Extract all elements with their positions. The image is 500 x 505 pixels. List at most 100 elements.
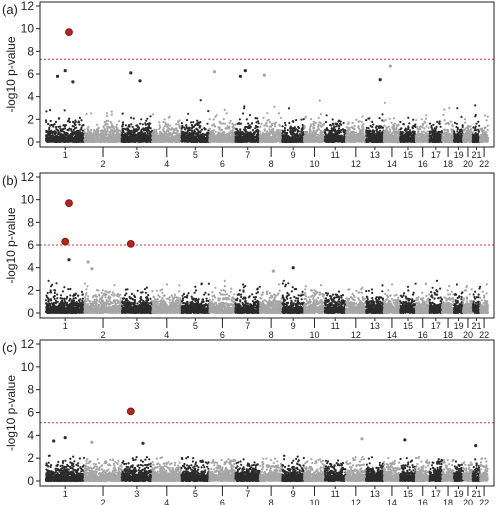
- y-tick-label: 6: [27, 67, 34, 81]
- x-tick-label: 5: [193, 489, 198, 499]
- snp-point: [378, 78, 382, 82]
- y-tick-label: 10: [21, 22, 35, 36]
- y-tick-label: 10: [21, 193, 35, 207]
- x-tick-label: 14: [387, 498, 397, 505]
- x-tick-label: 22: [479, 159, 489, 169]
- snp-cloud: [44, 99, 490, 144]
- x-tick-label: 7: [245, 321, 250, 331]
- x-tick-label: 21: [471, 321, 481, 331]
- x-tick-label: 11: [331, 321, 340, 331]
- y-tick-label: 12: [21, 0, 35, 13]
- x-tick-label: 10: [309, 498, 319, 505]
- panel-label: (c): [2, 340, 17, 355]
- x-tick-label: 8: [269, 330, 274, 340]
- x-tick-label: 1: [63, 489, 68, 499]
- x-tick-label: 17: [431, 150, 441, 160]
- snp-point: [403, 438, 407, 442]
- x-tick-label: 13: [370, 489, 380, 499]
- snp-point: [86, 260, 90, 264]
- snp-point: [212, 70, 217, 74]
- y-tick-label: 8: [27, 44, 34, 58]
- y-tick-label: 2: [27, 283, 34, 297]
- x-tick-label: 16: [418, 498, 428, 505]
- snp-point: [129, 71, 133, 75]
- y-tick-label: 0: [27, 135, 34, 149]
- snp-point: [71, 80, 75, 84]
- snp-point: [474, 444, 478, 448]
- x-tick-label: 9: [291, 489, 296, 499]
- x-tick-label: 10: [309, 159, 319, 169]
- x-tick-label: 6: [220, 498, 225, 505]
- x-tick-label: 8: [269, 498, 274, 505]
- y-tick-label: 8: [27, 383, 34, 397]
- x-tick-label: 1: [63, 150, 68, 160]
- x-tick-label: 22: [479, 498, 489, 505]
- y-tick-label: 0: [27, 306, 34, 320]
- snp-point: [90, 440, 94, 444]
- x-tick-label: 3: [134, 150, 139, 160]
- significant-snp-point: [61, 237, 70, 246]
- x-tick-label: 16: [418, 330, 428, 340]
- y-axis-label: -log10 p-value: [4, 375, 18, 451]
- significant-snp-point: [65, 199, 73, 208]
- x-tick-label: 19: [454, 150, 464, 160]
- x-tick-label: 12: [351, 498, 361, 505]
- y-tick-label: 2: [27, 451, 34, 465]
- snp-point: [52, 439, 56, 443]
- snp-point: [360, 437, 364, 441]
- x-tick-label: 18: [443, 330, 453, 340]
- x-tick-label: 19: [454, 321, 464, 331]
- y-tick-label: 12: [21, 170, 35, 184]
- x-tick-label: 16: [418, 159, 428, 169]
- y-tick-label: 4: [27, 90, 34, 104]
- x-tick-label: 5: [193, 150, 198, 160]
- significant-snp-point: [126, 407, 135, 416]
- x-tick-label: 15: [403, 489, 413, 499]
- x-tick-label: 4: [164, 330, 169, 340]
- snp-cloud: [45, 454, 489, 483]
- y-tick-label: 6: [27, 238, 34, 252]
- y-tick-label: 2: [27, 112, 34, 126]
- x-tick-label: 17: [431, 489, 441, 499]
- x-tick-label: 3: [134, 321, 139, 331]
- snp-point: [63, 436, 67, 440]
- x-tick-label: 12: [351, 330, 361, 340]
- x-tick-label: 1: [63, 321, 68, 331]
- x-tick-label: 19: [454, 489, 464, 499]
- x-tick-label: 12: [351, 159, 361, 169]
- x-tick-label: 14: [387, 330, 397, 340]
- snp-point: [63, 69, 67, 73]
- x-tick-label: 7: [245, 150, 250, 160]
- snp-point: [243, 69, 247, 73]
- x-tick-label: 14: [387, 159, 397, 169]
- x-tick-label: 15: [403, 150, 413, 160]
- y-tick-label: 4: [27, 428, 34, 442]
- snp-cloud: [44, 279, 489, 315]
- y-tick-label: 12: [21, 337, 35, 351]
- y-axis-label: -log10 p-value: [4, 36, 18, 112]
- y-tick-label: 6: [27, 406, 34, 420]
- snp-point: [141, 441, 145, 445]
- x-tick-label: 9: [291, 150, 296, 160]
- x-tick-label: 2: [101, 498, 106, 505]
- y-axis-label: -log10 p-value: [4, 207, 18, 283]
- snp-point: [90, 267, 94, 271]
- snp-point: [238, 74, 242, 78]
- x-tick-label: 21: [471, 150, 481, 160]
- x-tick-label: 11: [331, 150, 340, 160]
- x-tick-label: 22: [479, 330, 489, 340]
- y-tick-label: 8: [27, 215, 34, 229]
- snp-point: [262, 73, 266, 77]
- x-tick-label: 18: [443, 159, 453, 169]
- snp-point: [271, 269, 275, 273]
- x-tick-label: 3: [134, 489, 139, 499]
- significant-snp-point: [126, 240, 135, 248]
- x-tick-label: 11: [331, 489, 340, 499]
- x-tick-label: 18: [443, 498, 453, 505]
- snp-point: [67, 258, 71, 262]
- x-tick-label: 9: [291, 321, 296, 331]
